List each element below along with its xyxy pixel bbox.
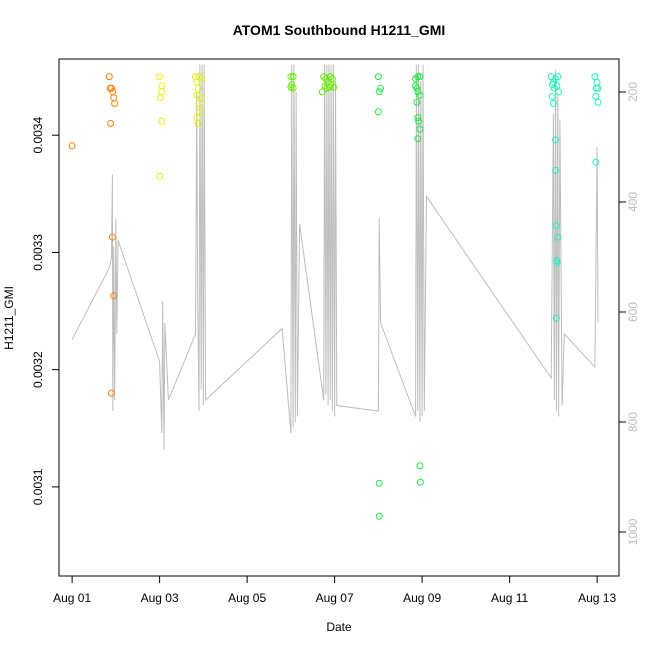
data-point [592,93,600,100]
series-group [374,73,424,520]
data-point [156,172,164,180]
x-axis-title: Date [326,620,352,634]
data-point [552,166,560,174]
data-point [158,82,166,90]
chart-title: ATOM1 Southbound H1211_GMI [233,22,446,38]
data-point [326,73,334,81]
plot-area [58,58,620,577]
x-tick-label: Aug 05 [228,591,266,605]
right-tick-label: 600 [626,302,640,322]
data-point [554,73,562,81]
data-point [156,73,164,81]
data-point [158,117,166,125]
data-point [318,88,326,96]
data-point [413,84,421,92]
data-point [413,98,421,106]
data-point [108,84,115,92]
right-tick-label: 800 [626,412,640,432]
data-point [416,125,424,133]
y-axis-title: H1211_GMI [2,286,16,350]
y-axis: 0.0031 0.0032 0.0033 0.0034 [31,117,60,505]
data-point [111,100,119,107]
data-point [197,94,205,102]
series-group [547,73,602,322]
data-point [108,233,116,241]
series-group [287,73,338,96]
data-point [552,222,560,229]
data-point [552,314,560,322]
y-tick-label: 0.0034 [31,117,45,154]
data-point [289,73,297,81]
data-point [196,108,204,116]
y-tick-label: 0.0031 [31,468,45,505]
series-group [156,73,205,180]
data-point [549,81,556,89]
data-point [110,292,118,300]
right-depth-axis: 200 400 600 800 1000 [618,82,640,545]
data-point [197,75,205,83]
x-axis: Aug 01 Aug 03 Aug 05 Aug 07 Aug 09 Aug 11 Aug … [53,575,616,605]
data-point [194,120,202,127]
data-point [375,512,383,520]
plot-frame [58,58,620,577]
data-point [553,259,561,267]
data-point [416,478,424,486]
data-point [194,84,202,92]
data-point [375,88,383,96]
data-points-layer [68,73,602,520]
x-tick-label: Aug 11 [491,591,528,605]
data-point [592,158,600,166]
depth-track-line [71,64,599,450]
data-point [416,91,424,99]
data-point [108,389,115,397]
data-point [416,462,424,470]
data-point [195,100,203,107]
data-point [287,73,295,81]
data-point [553,257,561,265]
data-point [415,117,423,125]
data-point [375,479,383,487]
depth-track-layer [71,64,599,450]
data-point [157,94,164,102]
data-point [158,88,166,96]
data-point [107,120,115,127]
right-tick-label: 1000 [626,518,640,545]
data-point [554,233,562,241]
data-point [195,73,203,81]
data-point [593,78,601,86]
data-point [416,73,424,81]
data-point [110,94,118,102]
data-point [330,83,338,91]
x-tick-label: Aug 07 [316,591,354,605]
data-point [68,142,76,150]
data-point [414,114,422,122]
data-point [105,73,113,81]
data-point [548,93,556,100]
x-tick-label: Aug 03 [141,591,179,605]
right-tick-label: 200 [626,82,640,102]
right-tick-label: 400 [626,192,640,212]
y-tick-label: 0.0033 [31,234,45,271]
data-point [320,73,328,81]
data-point [594,98,602,106]
x-tick-label: Aug 01 [53,591,91,605]
data-point [594,84,602,92]
data-point [552,136,560,144]
data-point [374,108,382,116]
data-point [414,73,422,81]
data-point [414,88,422,96]
data-point [289,84,297,92]
data-point [555,88,563,96]
data-point [591,73,599,81]
data-point [377,84,385,92]
data-point [414,135,422,143]
series-group [68,73,119,397]
data-point [374,73,382,81]
data-point [552,75,560,83]
x-tick-label: Aug 09 [403,591,441,605]
y-tick-label: 0.0032 [31,351,45,388]
x-tick-label: Aug 13 [578,591,616,605]
data-point [549,100,557,107]
